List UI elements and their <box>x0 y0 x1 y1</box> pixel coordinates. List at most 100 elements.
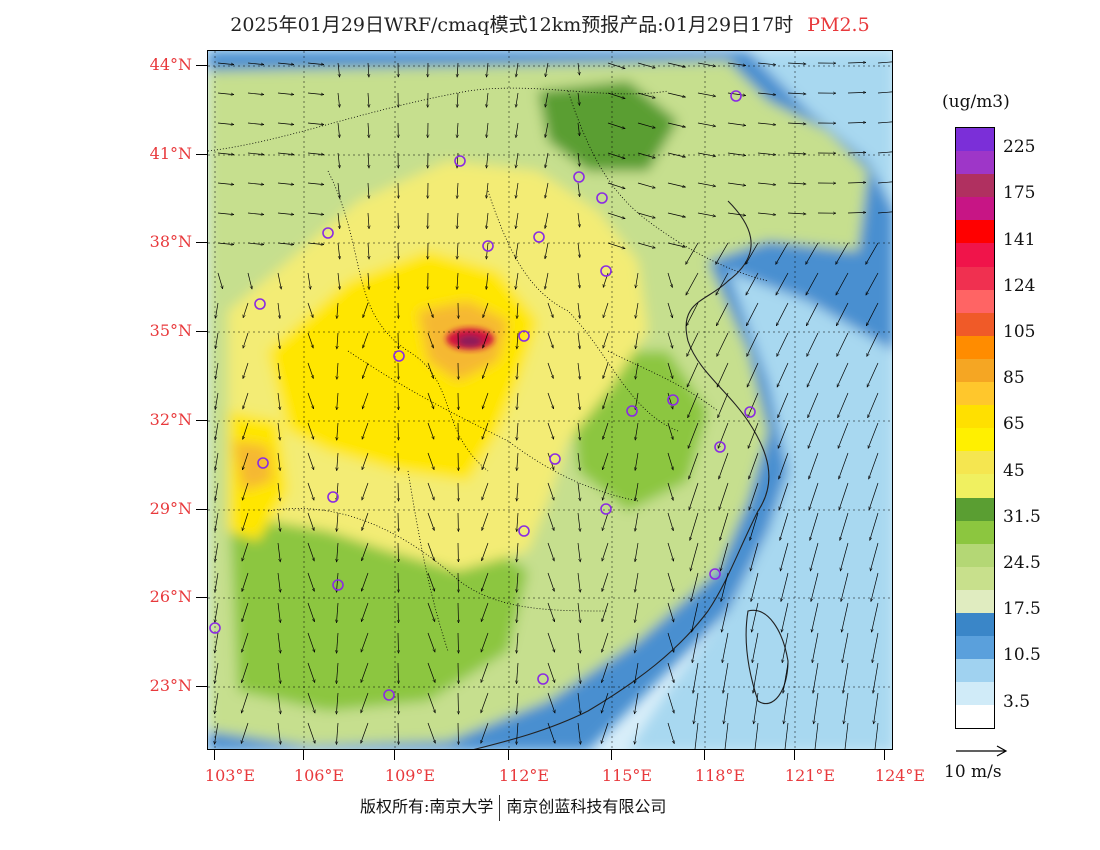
wind-vector <box>517 692 519 714</box>
wind-vector <box>277 392 280 410</box>
wind-vector <box>242 482 249 500</box>
wind-vector <box>842 632 849 663</box>
wind-vector <box>874 722 879 749</box>
wind-vector <box>545 242 549 259</box>
wind-vector <box>215 542 219 562</box>
wind-vector <box>362 482 369 500</box>
wind-vector <box>667 722 674 744</box>
wind-vector <box>361 662 369 683</box>
wind-vector <box>687 392 699 418</box>
wind-vector <box>637 242 655 248</box>
wind-vector <box>427 662 435 683</box>
wind-vector <box>780 542 789 571</box>
wind-vector <box>776 362 789 387</box>
copyright-company: 南京创蓝科技有限公司 <box>506 797 667 816</box>
wind-vector <box>361 602 369 622</box>
pollutant-label: PM2.5 <box>807 14 870 36</box>
wind-vector <box>427 332 434 348</box>
legend-swatch <box>956 566 994 590</box>
station-marker <box>518 525 530 537</box>
wind-vector <box>277 542 280 562</box>
wind-vector <box>697 212 716 216</box>
lon-tick <box>303 750 304 760</box>
wind-vector <box>690 542 699 571</box>
wind-vector <box>607 62 625 69</box>
legend-label: 225 <box>1003 137 1036 158</box>
wind-vector <box>215 602 219 623</box>
wind-vector <box>877 211 892 214</box>
wind-vector <box>872 632 879 663</box>
wind-vector <box>482 452 489 470</box>
wind-vector <box>842 602 849 632</box>
wind-vector <box>547 332 553 348</box>
wind-vector <box>667 632 674 652</box>
wind-vector <box>814 722 819 749</box>
wind-vector <box>745 242 759 264</box>
wind-reference-label: 10 m/s <box>944 762 1002 782</box>
wind-vector <box>667 272 672 288</box>
wind-vector <box>745 302 759 326</box>
wind-vector <box>777 392 789 418</box>
wind-vector <box>545 92 549 107</box>
wind-vector <box>839 482 849 510</box>
wind-vector <box>635 722 639 744</box>
wind-vector <box>784 692 789 724</box>
wind-vector <box>873 662 879 693</box>
wind-vector <box>809 482 819 510</box>
legend-swatch <box>956 289 994 313</box>
wind-vector <box>841 572 849 602</box>
wind-vector <box>635 692 639 714</box>
wind-vector <box>482 512 489 531</box>
wind-vector <box>361 722 369 743</box>
wind-vector <box>603 422 609 439</box>
lon-label-124: 124°E <box>874 766 926 785</box>
wind-vector <box>877 181 892 184</box>
lat-label-26: 26°N <box>149 587 192 606</box>
wind-vector <box>635 542 639 562</box>
wind-vector <box>667 452 673 470</box>
station-marker <box>254 298 266 310</box>
lon-tick <box>394 750 395 760</box>
wind-vector <box>836 332 849 356</box>
wind-vector <box>577 602 580 623</box>
wind-vector <box>482 542 489 561</box>
wind-vector <box>398 452 399 471</box>
wind-vector <box>781 572 789 602</box>
wind-vector <box>368 242 369 259</box>
wind-vector <box>481 692 489 713</box>
wind-vector <box>398 482 399 501</box>
wind-vector <box>517 542 518 562</box>
lon-tick <box>794 750 795 760</box>
wind-vector <box>637 152 655 158</box>
wind-vector <box>247 122 264 125</box>
wind-vector <box>787 213 806 214</box>
wind-vector <box>337 122 340 138</box>
wind-vector <box>690 512 699 540</box>
wind-vector <box>603 392 609 409</box>
wind-vector <box>871 572 879 602</box>
station-marker <box>714 441 726 453</box>
wind-vector <box>217 272 223 289</box>
wind-vector <box>486 212 489 229</box>
wind-vector <box>782 632 789 663</box>
wind-vector <box>577 242 580 258</box>
lat-tick <box>196 331 207 332</box>
wind-vector <box>577 392 580 410</box>
map-title: 2025年01月29日WRF/cmaq模式12km预报产品:01月29日17时 P… <box>0 10 1100 37</box>
wind-vector <box>847 182 866 183</box>
wind-vector <box>215 362 219 379</box>
wind-vector <box>757 62 776 65</box>
wind-vector <box>547 632 555 652</box>
wind-vector <box>337 632 339 653</box>
wind-vector <box>840 512 849 540</box>
wind-vector <box>427 602 435 622</box>
wind-vector <box>486 182 489 198</box>
station-marker <box>322 227 334 239</box>
wind-vector <box>715 302 729 326</box>
lon-label-106: 106°E <box>293 766 345 785</box>
wind-vector <box>277 122 294 125</box>
wind-vector <box>667 92 686 97</box>
wind-vector <box>486 92 488 107</box>
map-canvas <box>208 51 892 749</box>
wind-vector <box>635 422 639 440</box>
